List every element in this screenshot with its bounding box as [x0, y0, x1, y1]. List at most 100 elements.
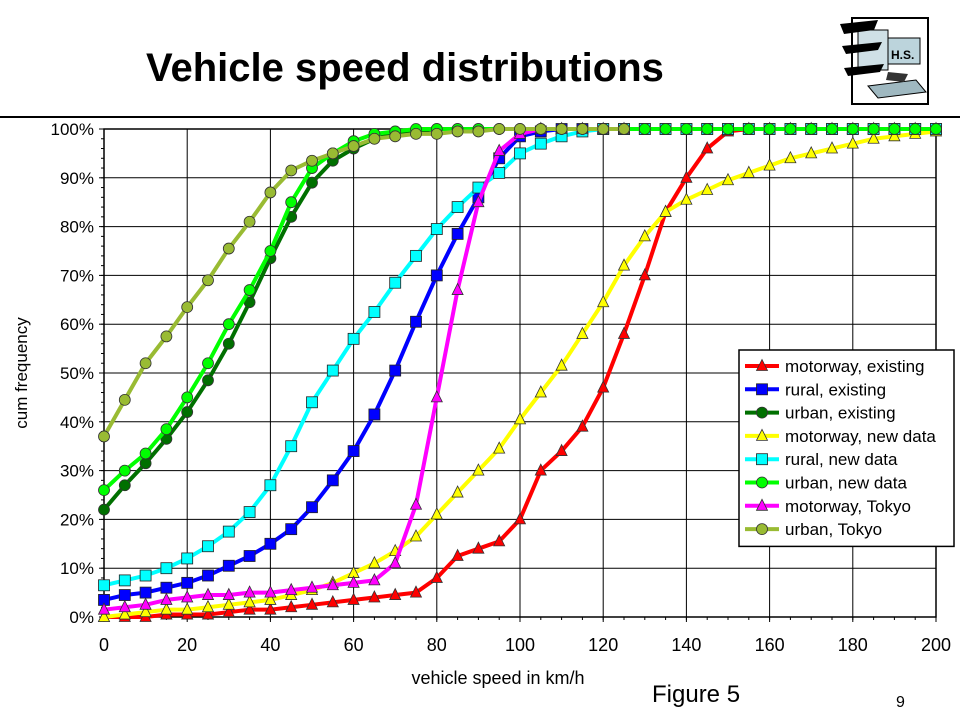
data-point-circle	[888, 123, 901, 135]
data-point-triangle	[555, 443, 568, 456]
data-point-square	[756, 383, 768, 396]
data-point-square	[451, 201, 464, 213]
data-point-square	[139, 569, 152, 582]
data-point-square	[264, 537, 277, 550]
x-tick-label: 100	[505, 635, 535, 655]
data-point-triangle	[680, 192, 693, 205]
data-point-circle	[430, 127, 443, 140]
data-point-triangle	[264, 602, 277, 615]
data-point-triangle	[305, 580, 319, 593]
data-point-triangle	[430, 570, 443, 583]
data-point-circle	[160, 330, 173, 343]
data-point-triangle	[825, 141, 839, 154]
data-point-square	[756, 453, 768, 466]
y-tick-label: 70%	[60, 266, 94, 285]
data-point-circle	[701, 123, 714, 135]
data-point-triangle	[888, 128, 901, 142]
x-axis-label: vehicle speed in km/h	[411, 668, 584, 688]
data-point-circle	[618, 123, 630, 135]
data-point-triangle	[368, 590, 381, 603]
series-urban-tokyo	[98, 123, 630, 443]
x-tick-label: 20	[177, 635, 197, 655]
data-point-triangle	[701, 141, 714, 154]
legend-label: motorway, Tokyo	[785, 497, 911, 516]
x-tick-label: 160	[755, 635, 785, 655]
data-point-circle	[202, 374, 214, 387]
y-tick-label: 20%	[60, 510, 94, 529]
data-point-triangle	[243, 594, 256, 608]
data-point-triangle	[201, 587, 215, 600]
data-point-triangle	[264, 585, 277, 598]
data-point-triangle	[347, 575, 360, 588]
legend-label: urban, existing	[785, 404, 896, 423]
data-point-square	[222, 525, 235, 538]
data-point-square	[368, 408, 381, 421]
data-point-square	[534, 137, 547, 150]
x-tick-label: 60	[344, 635, 364, 655]
data-point-triangle	[846, 136, 859, 149]
data-point-square	[389, 364, 402, 377]
data-point-circle	[285, 164, 298, 177]
x-tick-label: 200	[921, 635, 951, 655]
data-point-square	[285, 440, 298, 453]
data-point-square	[306, 396, 318, 409]
legend-label: urban, Tokyo	[785, 520, 882, 539]
data-point-triangle	[755, 498, 769, 511]
data-point-triangle	[472, 463, 485, 476]
data-point-circle	[222, 318, 235, 331]
data-point-square	[118, 589, 131, 601]
legend-item: urban, Tokyo	[745, 520, 882, 539]
data-point-circle	[181, 301, 194, 314]
data-point-circle	[98, 503, 110, 516]
data-point-triangle	[534, 463, 547, 476]
data-point-triangle	[755, 358, 769, 371]
data-point-triangle	[305, 597, 319, 610]
data-point-circle	[118, 479, 131, 492]
data-point-triangle	[638, 228, 651, 242]
data-point-triangle	[513, 512, 527, 525]
data-point-triangle	[389, 555, 402, 569]
legend-item: urban, new data	[745, 474, 907, 493]
data-point-circle	[514, 123, 526, 135]
data-point-square	[514, 147, 526, 160]
data-point-triangle	[430, 390, 443, 403]
data-point-triangle	[409, 497, 423, 510]
data-point-triangle	[368, 573, 381, 586]
data-point-triangle	[451, 282, 464, 295]
data-point-triangle	[118, 607, 131, 620]
data-point-square	[410, 315, 422, 328]
data-point-triangle	[222, 597, 235, 610]
legend-label: rural, new data	[785, 450, 898, 469]
data-point-triangle	[617, 326, 631, 339]
data-point-triangle	[139, 604, 152, 618]
data-point-circle	[826, 123, 838, 135]
data-point-triangle	[576, 419, 589, 432]
data-point-square	[243, 506, 256, 518]
data-point-triangle	[409, 529, 423, 542]
data-point-square	[202, 569, 214, 582]
data-point-square	[430, 223, 443, 235]
data-point-circle	[118, 464, 131, 477]
data-point-circle	[368, 132, 381, 145]
data-point-circle	[742, 123, 755, 135]
data-point-triangle	[534, 385, 547, 398]
data-point-triangle	[368, 555, 381, 569]
data-point-circle	[555, 123, 568, 135]
data-point-square	[368, 306, 381, 318]
data-point-circle	[202, 357, 214, 370]
data-point-triangle	[285, 582, 298, 596]
data-point-square	[181, 552, 194, 565]
data-point-triangle	[264, 592, 277, 605]
data-point-circle	[784, 123, 797, 135]
data-point-triangle	[243, 602, 256, 615]
data-point-triangle	[181, 590, 194, 603]
data-point-triangle	[201, 599, 215, 613]
title-divider	[0, 116, 960, 118]
x-tick-label: 120	[588, 635, 618, 655]
y-tick-label: 90%	[60, 169, 94, 188]
legend-item: motorway, Tokyo	[745, 497, 911, 516]
data-point-triangle	[97, 602, 111, 615]
data-point-triangle	[472, 194, 485, 208]
legend-item: rural, existing	[745, 380, 886, 399]
